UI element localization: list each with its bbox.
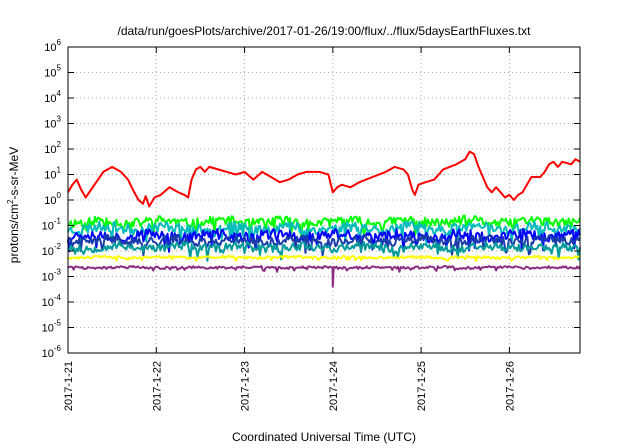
y-axis-ticks: 106 105 104 103 102 101 100 10-1 10-2 10-3 10-4 10-… — [42, 38, 580, 360]
series-line-0 — [67, 150, 581, 208]
y-tick-label: 104 — [44, 89, 61, 105]
x-tick-label: 2017-1-23 — [240, 361, 252, 411]
y-tick-label: 100 — [44, 191, 61, 207]
series-line-7 — [67, 264, 581, 288]
y-tick-label: 10-5 — [42, 319, 62, 335]
y-tick-label: 10-3 — [42, 268, 62, 284]
y-axis-label-sup: 2 — [6, 199, 15, 204]
x-axis-ticks: 2017-1-21 2017-1-22 2017-1-23 2017-1-24 2017… — [63, 47, 516, 411]
y-tick-label: 10-4 — [42, 293, 62, 309]
x-axis-label: Coordinated Universal Time (UTC) — [232, 430, 416, 444]
x-tick-label: 2017-1-21 — [63, 361, 75, 411]
y-tick-label: 10-2 — [42, 242, 62, 258]
y-tick-label: 103 — [44, 115, 61, 131]
series-group — [67, 150, 581, 288]
y-tick-label: 10-6 — [42, 344, 62, 360]
series-line-2 — [67, 220, 581, 245]
x-tick-label: 2017-1-25 — [416, 361, 428, 411]
y-axis-label-post: -s-sr-MeV — [7, 147, 21, 200]
y-tick-label: 106 — [44, 38, 61, 54]
chart-title: /data/run/goesPlots/archive/2017-01-26/1… — [118, 24, 532, 38]
x-tick-label: 2017-1-24 — [328, 361, 340, 411]
y-tick-label: 102 — [44, 140, 61, 156]
y-tick-label: 10-1 — [42, 217, 62, 233]
series-line-3 — [67, 227, 581, 253]
series-line-6 — [67, 254, 581, 262]
x-tick-label: 2017-1-26 — [504, 361, 516, 411]
y-tick-label: 105 — [44, 64, 61, 80]
y-axis-label-pre: protons/cm — [7, 204, 21, 263]
x-tick-label: 2017-1-22 — [151, 361, 163, 411]
series-line-5 — [67, 240, 581, 262]
y-axis-label: protons/cm2-s-sr-MeV — [6, 147, 21, 263]
y-tick-label: 101 — [44, 166, 61, 182]
